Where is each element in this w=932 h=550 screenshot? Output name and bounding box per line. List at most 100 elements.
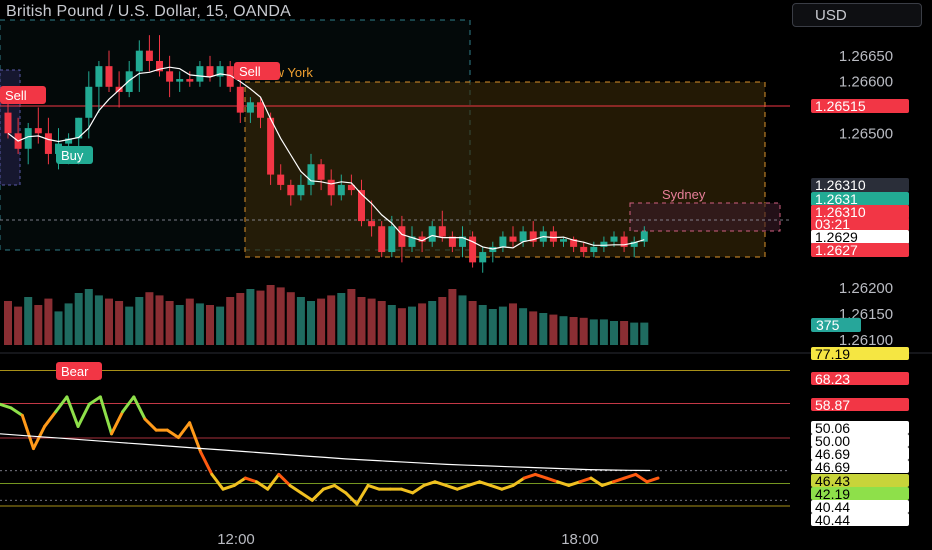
rsi-value-badge: 68.23 <box>811 371 909 387</box>
volume-badge-text: 375 <box>816 317 840 333</box>
rsi-badge-bg <box>811 372 909 385</box>
rsi-line-segment <box>321 483 337 491</box>
volume-bar <box>599 319 608 345</box>
rsi-line-segment <box>489 483 504 491</box>
volume-bar <box>559 316 568 345</box>
rsi-line-segment <box>143 417 158 432</box>
price-badge: 1.26310 <box>811 204 909 220</box>
volume-bar <box>428 301 437 345</box>
rsi-line-segment <box>333 483 348 495</box>
volume-bar <box>418 303 427 345</box>
price-badge-bg <box>811 178 909 192</box>
rsi-line-segment <box>433 480 448 487</box>
volume-bar <box>509 303 517 345</box>
rsi-value-badge: 46.69 <box>811 459 909 475</box>
rsi-line-segment <box>478 480 493 487</box>
candle-body <box>620 236 628 247</box>
candle-body <box>85 86 93 118</box>
volume-bar <box>105 298 113 345</box>
rsi-badge-text: 40.44 <box>815 512 850 528</box>
price-badge-text: 1.26310 <box>815 204 866 220</box>
volume-bar <box>24 297 33 345</box>
rsi-value-badge: 77.19 <box>811 346 909 362</box>
rsi-line-segment <box>98 395 114 436</box>
candle-body <box>206 66 214 77</box>
rsi-badge-text: 68.23 <box>815 371 850 387</box>
candle-body <box>570 239 578 247</box>
chart-title: British Pound / U.S. Dollar, 15, OANDA <box>6 3 292 20</box>
candle-body <box>95 66 103 87</box>
rsi-badge-bg <box>811 487 909 500</box>
price-badge-bg <box>811 192 909 206</box>
sell-signal-tag: Sell <box>234 62 280 80</box>
volume-bar <box>610 321 618 345</box>
rsi-line-segment <box>9 406 24 417</box>
candle-body <box>630 241 638 247</box>
sell-signal-tag-bg <box>234 62 280 80</box>
y-axis-tick-label: 1.26500 <box>839 125 893 142</box>
rsi-badge-bg <box>811 447 909 460</box>
buy-signal-tag-text: Buy <box>61 148 84 163</box>
volume-bar <box>125 306 134 345</box>
rsi-badge-bg <box>811 474 909 487</box>
rsi-line-segment <box>31 424 47 451</box>
buy-signal-tag-bg <box>56 146 93 164</box>
rsi-value-badge: 40.44 <box>811 499 909 515</box>
bear-signal-tag: Bear <box>56 362 102 380</box>
candle-body <box>509 236 517 242</box>
candle-body <box>479 252 487 263</box>
currency-selector-button[interactable]: USD <box>792 3 922 27</box>
y-axis-tick-label: 1.26600 <box>839 74 893 91</box>
volume-bar <box>357 297 366 345</box>
volume-bar <box>620 321 629 345</box>
volume-bar <box>165 301 174 345</box>
volume-bar <box>34 305 43 345</box>
volume-bar <box>408 306 416 345</box>
volume-bar <box>135 297 144 345</box>
candle-body <box>398 226 406 247</box>
price-badge-text: 03:21 <box>815 216 850 232</box>
candle-body <box>145 50 153 61</box>
rsi-badge-bg <box>811 513 909 526</box>
rsi-line-segment <box>165 428 180 439</box>
candle-body <box>327 179 335 196</box>
rsi-badge-bg <box>811 434 909 447</box>
rsi-badge-bg <box>811 347 909 360</box>
candle-body <box>125 71 133 92</box>
price-badge-bg <box>811 230 909 244</box>
candle-body <box>529 231 537 242</box>
volume-bar <box>519 308 528 345</box>
session-label-sydney: Sydney <box>662 187 706 202</box>
rsi-line-segment <box>210 472 225 491</box>
candle-body <box>600 241 608 247</box>
rsi-line-segment <box>411 483 426 495</box>
volume-bar <box>347 289 356 345</box>
volume-bar <box>478 305 487 345</box>
candle-body <box>590 246 598 253</box>
rsi-line-segment <box>567 480 582 487</box>
rsi-value-badge: 58.87 <box>811 397 909 413</box>
candle-body <box>166 71 174 82</box>
volume-bar <box>549 314 558 345</box>
volume-bar <box>195 303 204 345</box>
volume-bar <box>4 301 12 345</box>
price-badge-text: 1.2627 <box>815 242 858 258</box>
buy-signal-tag: Buy <box>56 146 93 164</box>
price-badge-text: 1.26310 <box>815 177 866 193</box>
rsi-value-badge: 46.43 <box>811 473 909 489</box>
volume-bar <box>529 311 538 345</box>
volume-bar <box>175 305 184 345</box>
rsi-line-segment <box>399 487 415 495</box>
rsi-line-segment <box>310 487 325 502</box>
price-badge: 03:21 <box>811 216 909 232</box>
candle-body <box>317 164 325 180</box>
volume-value-badge: 375 <box>811 317 861 333</box>
candle-body <box>226 66 234 87</box>
x-axis-tick-label: 12:00 <box>217 531 255 548</box>
volume-bar <box>286 292 295 345</box>
rsi-line-segment <box>634 472 649 484</box>
candle-body <box>448 236 456 247</box>
bear-signal-tag-text: Bear <box>61 364 89 379</box>
rsi-line-segment <box>623 472 638 480</box>
